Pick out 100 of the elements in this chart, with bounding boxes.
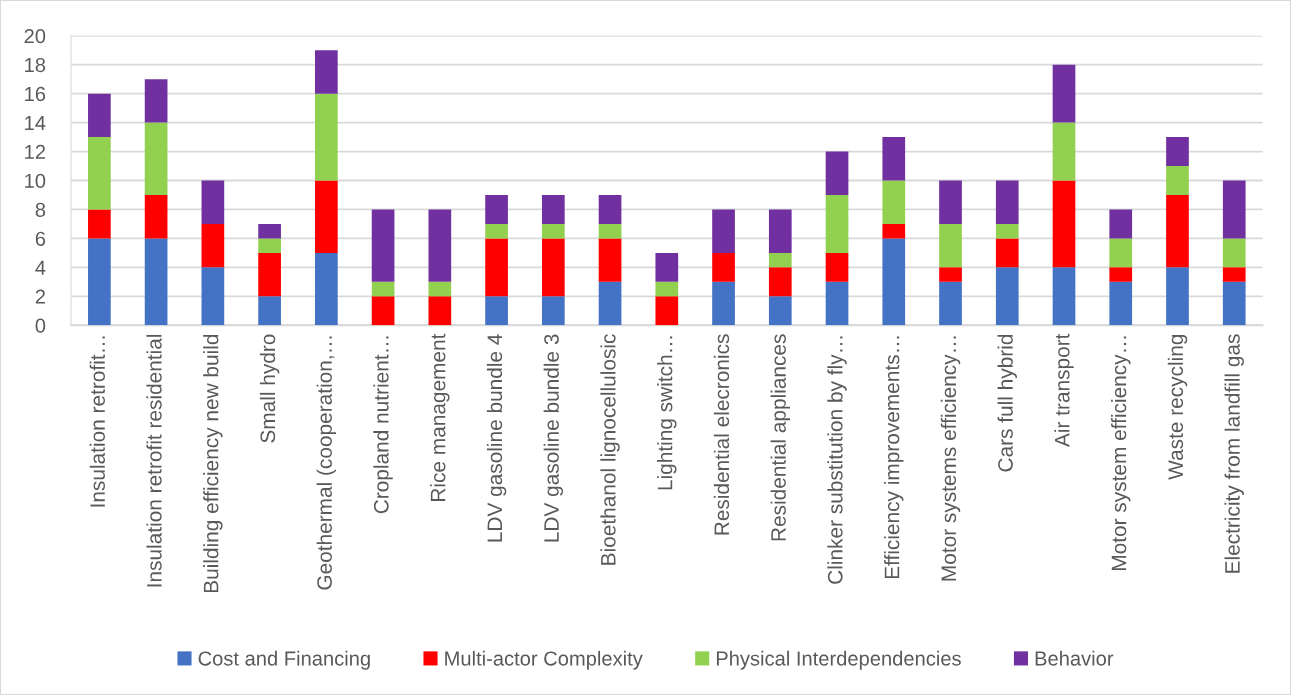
bar xyxy=(1222,281,1246,326)
bar xyxy=(1222,267,1246,282)
bar xyxy=(315,50,338,94)
y-tick-label: 14 xyxy=(25,116,46,130)
bar xyxy=(144,238,168,326)
bar xyxy=(371,209,395,282)
bar xyxy=(598,281,622,326)
x-tick-label: Insulation retrofit… xyxy=(89,336,105,507)
x-tick-label: LDV gasoline bundle 4 xyxy=(486,334,507,542)
legend-label: Multi-actor Complexity xyxy=(445,650,643,670)
bar xyxy=(88,238,111,326)
bar xyxy=(258,238,281,253)
x-tick-label: Cropland nutrient… xyxy=(373,336,393,514)
bar xyxy=(371,281,395,297)
x-tick-label: Residential elecronics xyxy=(713,334,730,535)
x-tick-label: Building efficiency new build xyxy=(203,334,223,593)
x-tick-label: LDV gasoline bundle 3 xyxy=(543,334,564,542)
bar xyxy=(485,296,508,326)
bar xyxy=(882,223,906,239)
y-tick-label: 8 xyxy=(35,202,46,217)
bar xyxy=(485,194,508,224)
bar xyxy=(712,281,735,326)
bar xyxy=(825,281,849,326)
bar xyxy=(258,223,281,239)
bar xyxy=(428,296,452,326)
bar xyxy=(1222,180,1246,239)
y-tick-label: 18 xyxy=(25,57,46,73)
x-tick-label: Bioethanol lignocellulosic xyxy=(600,334,620,565)
bar xyxy=(541,223,565,239)
bar xyxy=(939,267,962,282)
bar xyxy=(88,209,111,239)
x-tick-label: Insulation retrofit residential xyxy=(146,334,162,587)
bar xyxy=(995,180,1019,224)
bar xyxy=(1052,180,1076,268)
bar xyxy=(371,296,395,326)
x-tick-label: Geothermal (cooperation,… xyxy=(316,336,337,590)
bar xyxy=(825,252,849,282)
bar xyxy=(939,223,962,268)
legend-label: Cost and Financing xyxy=(198,650,370,670)
x-tick-label: Air transport xyxy=(1054,333,1074,448)
bar xyxy=(315,180,338,253)
x-tick-label: Rice management xyxy=(430,333,450,501)
bar xyxy=(1109,238,1133,268)
y-tick-label: 20 xyxy=(24,28,46,44)
x-tick-label: Residential appliances xyxy=(770,334,790,541)
x-tick-label: Small hydro xyxy=(259,334,280,443)
x-tick-label: Motor system efficiency… xyxy=(1111,336,1131,570)
bar xyxy=(995,238,1019,268)
bar xyxy=(882,180,906,224)
x-tick-label: Waste recycling xyxy=(1167,334,1188,480)
bar xyxy=(541,296,565,326)
legend-label: Behavior xyxy=(1035,650,1114,666)
bar xyxy=(428,209,452,282)
y-tick-label: 12 xyxy=(25,144,45,159)
x-tick-label: Cars full hybrid xyxy=(997,334,1017,472)
bar xyxy=(258,252,281,297)
y-tick-label: 6 xyxy=(35,231,46,246)
bar xyxy=(825,194,849,253)
bar xyxy=(1052,64,1076,123)
bar xyxy=(1222,238,1246,268)
bar xyxy=(485,223,508,239)
bar xyxy=(1166,267,1189,326)
bar xyxy=(428,281,452,297)
bar xyxy=(882,137,906,181)
bar xyxy=(1109,281,1133,326)
bar xyxy=(598,223,622,239)
bar xyxy=(201,223,225,268)
bar xyxy=(1166,166,1189,195)
bar xyxy=(768,267,792,297)
x-tick-label: Efficiency improvements… xyxy=(884,336,904,579)
bar xyxy=(1109,209,1133,239)
bar xyxy=(1052,267,1076,326)
bar xyxy=(201,267,225,326)
bar xyxy=(144,122,168,195)
bar xyxy=(485,238,508,297)
bar xyxy=(825,151,849,195)
bar xyxy=(712,209,735,253)
bar xyxy=(315,252,338,326)
bar xyxy=(541,238,565,297)
bar xyxy=(258,296,281,326)
bar xyxy=(655,281,679,297)
y-tick-label: 16 xyxy=(25,86,46,102)
bar xyxy=(939,180,962,224)
bar xyxy=(144,79,168,123)
bar xyxy=(768,296,792,326)
bar xyxy=(1166,194,1189,268)
bar xyxy=(768,252,792,268)
bar xyxy=(1109,267,1133,282)
bar xyxy=(315,93,338,181)
bar xyxy=(598,194,622,224)
bar xyxy=(939,281,962,326)
legend-label: Physical Interdependencies xyxy=(716,650,961,670)
y-tick-label: 2 xyxy=(35,289,45,304)
bar xyxy=(712,252,735,282)
bar xyxy=(201,180,225,224)
x-tick-label: Motor systems efficiency… xyxy=(940,336,961,581)
bar xyxy=(1166,137,1189,167)
x-tick-label: Electricity from landfill gas xyxy=(1224,334,1244,573)
y-tick-label: 10 xyxy=(25,173,46,188)
bar xyxy=(598,238,622,282)
